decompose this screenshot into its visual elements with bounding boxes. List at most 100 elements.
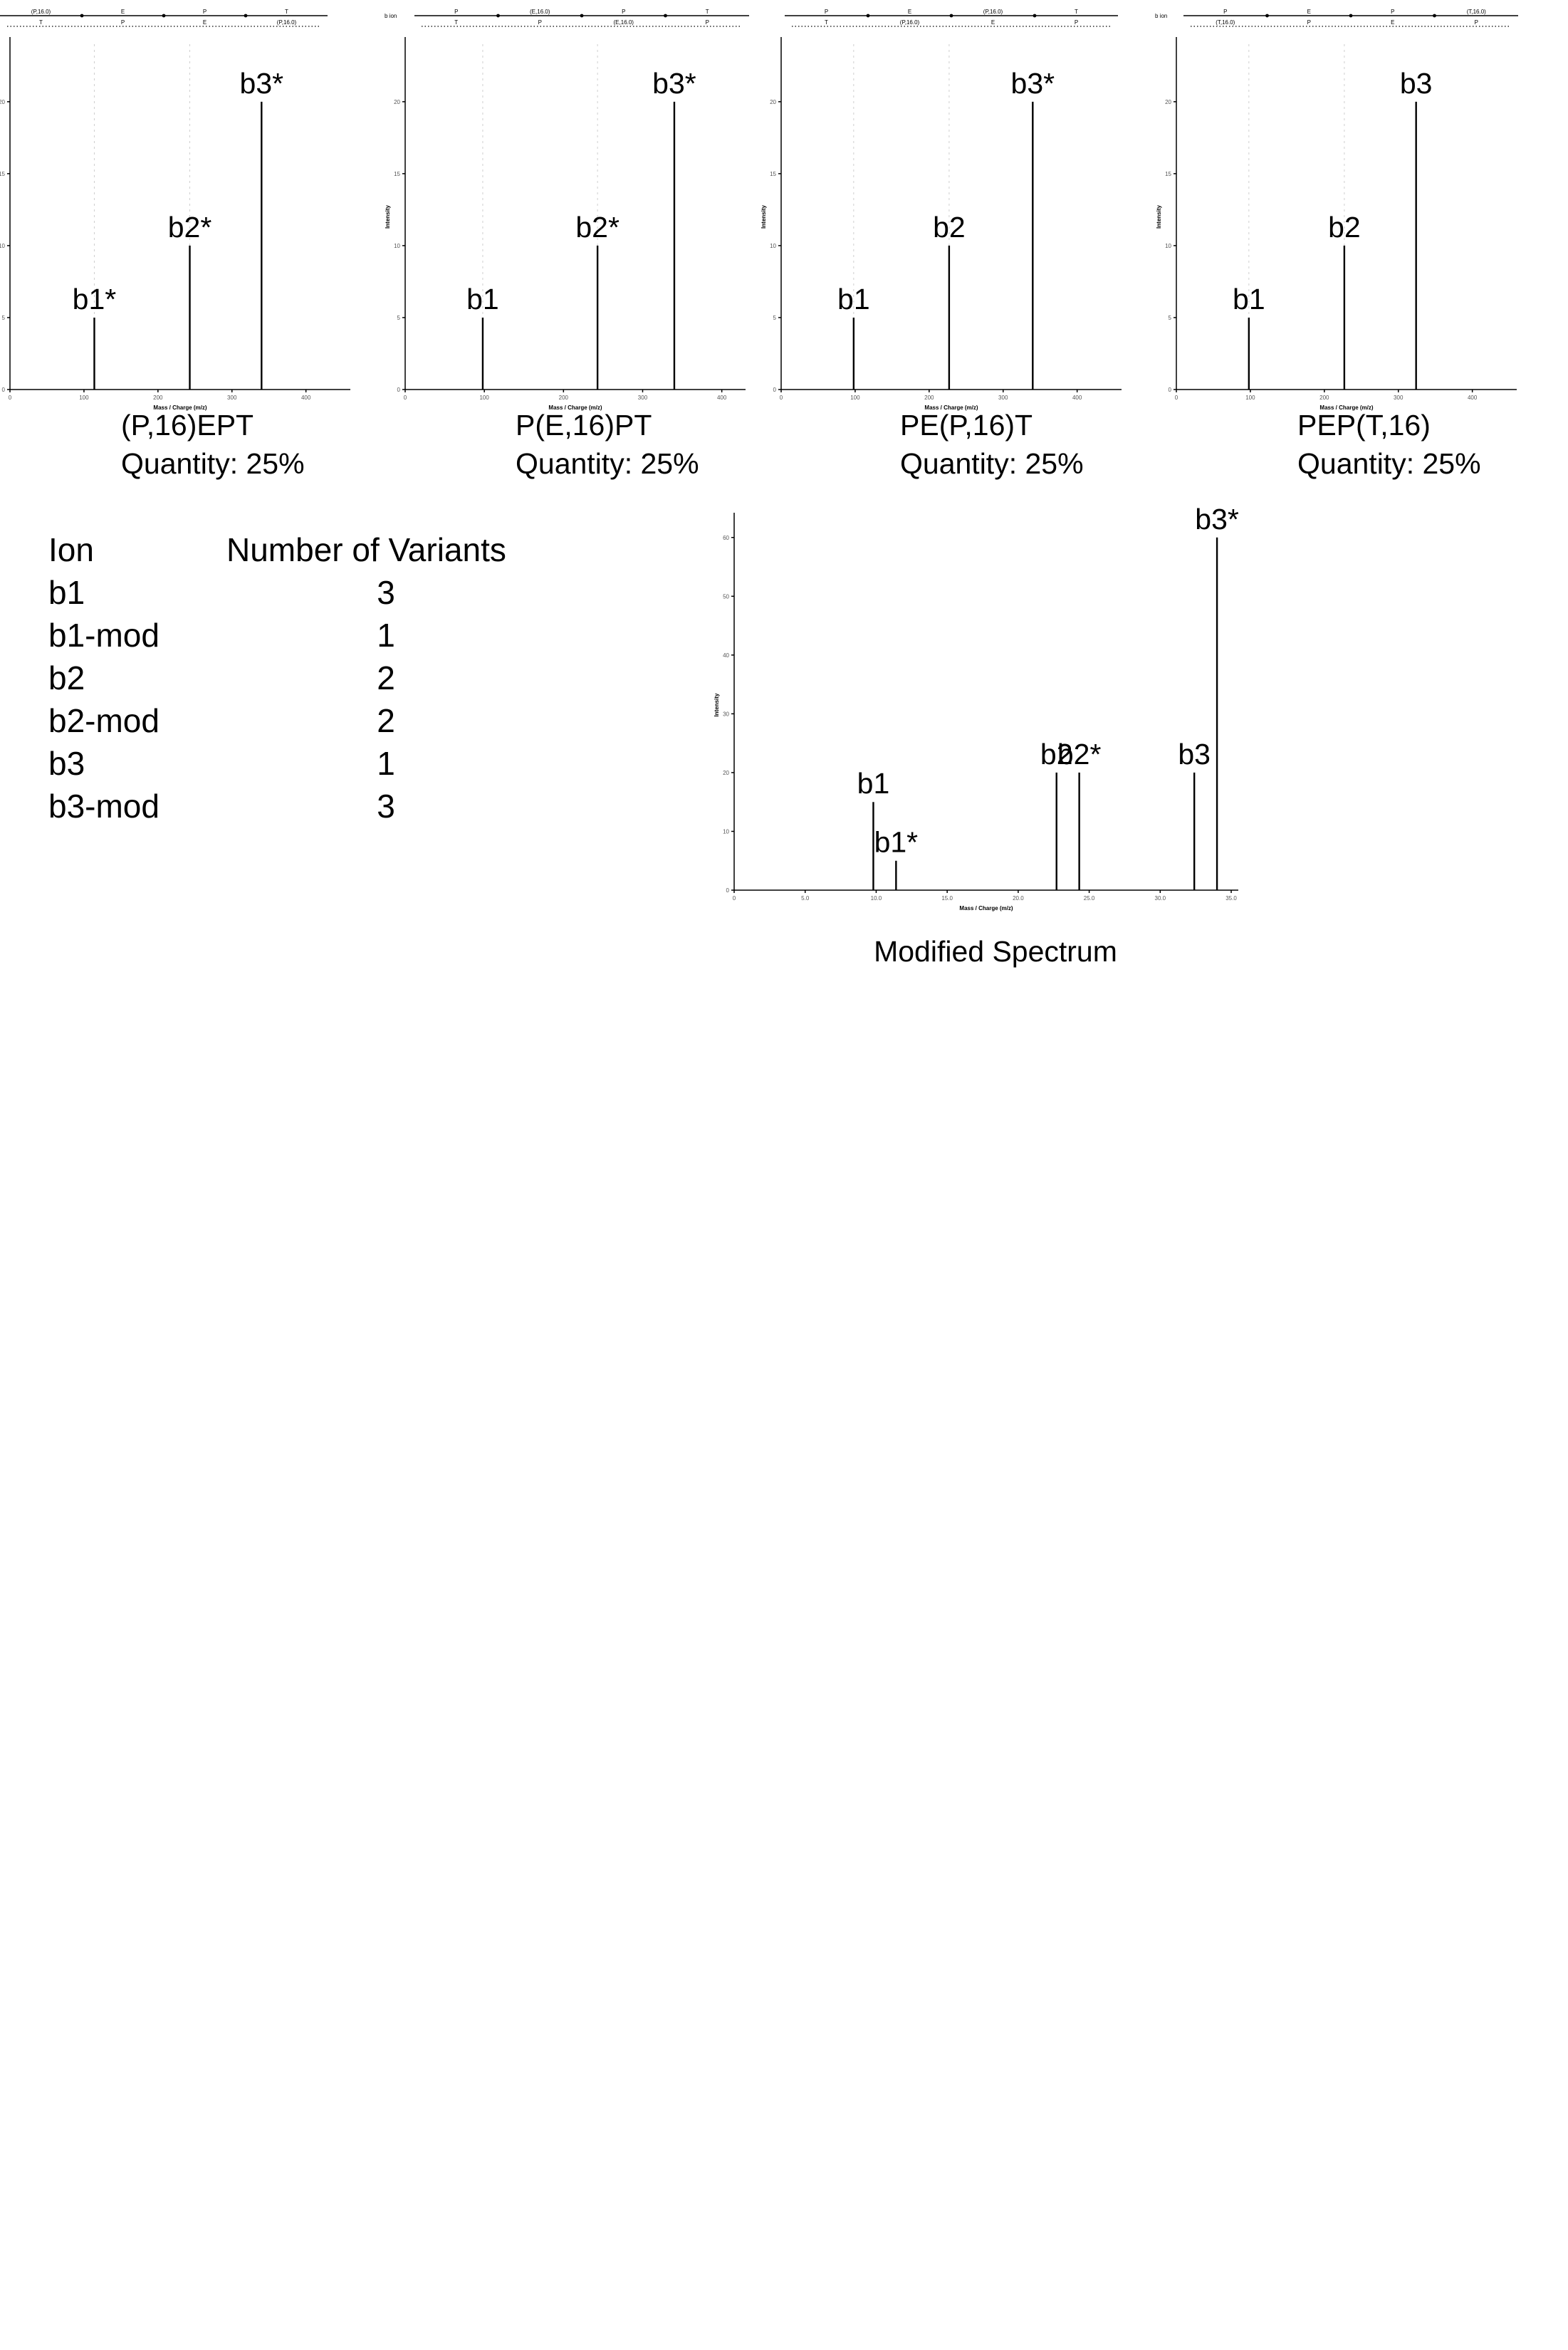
peak-label: b1	[1233, 283, 1265, 315]
y-tick-label: 50	[723, 593, 729, 600]
peptide-caption: (P,16)EPT	[121, 409, 254, 442]
cleavage-point	[496, 14, 500, 18]
y-tick-label: 20	[770, 99, 776, 105]
cleavage-point	[949, 14, 953, 18]
y-tick-label: 0	[726, 887, 730, 894]
table-cell-count: 3	[377, 574, 395, 611]
y-tick-label: 5	[2, 315, 6, 321]
sequence-residue: (P,16.0)	[31, 9, 51, 15]
x-tick-label: 200	[559, 395, 569, 401]
sequence-residue-reverse: T	[454, 19, 458, 26]
peak-label: b1	[466, 283, 499, 315]
x-axis-label: Mass / Charge (m/z)	[924, 404, 978, 411]
sequence-residue-reverse: T	[825, 19, 828, 26]
sequence-residue-reverse: T	[39, 19, 43, 26]
sequence-residue: E	[121, 9, 125, 15]
sequence-residue: P	[825, 9, 828, 15]
x-tick-label: 300	[227, 395, 237, 401]
sequence-residue-reverse: P	[1307, 19, 1311, 26]
peak-label: b2	[1328, 211, 1361, 244]
peptide-caption: PE(P,16)T	[900, 409, 1033, 442]
y-axis-label: Intensity	[1156, 205, 1162, 229]
sequence-residue: T	[1075, 9, 1078, 15]
y-tick-label: 5	[1169, 315, 1172, 321]
y-tick-label: 0	[397, 387, 401, 393]
ion-type-tag: b ion	[1155, 13, 1167, 19]
cleavage-point	[1349, 14, 1353, 18]
x-axis-label: Mass / Charge (m/z)	[1319, 404, 1373, 411]
sequence-residue-reverse: P	[1475, 19, 1478, 26]
x-tick-label: 200	[924, 395, 934, 401]
x-tick-label: 0	[780, 395, 783, 401]
table-cell-count: 1	[377, 745, 395, 782]
x-tick-label: 5.0	[801, 895, 810, 902]
y-axis-label: Intensity	[385, 205, 391, 229]
peak-label: b3*	[1011, 67, 1055, 100]
sequence-residue-reverse: E	[203, 19, 207, 26]
table-header-variants: Number of Variants	[226, 531, 506, 568]
x-tick-label: 0	[404, 395, 407, 401]
sequence-residue: (E,16.0)	[530, 9, 550, 15]
x-tick-label: 200	[1319, 395, 1329, 401]
x-tick-label: 100	[1245, 395, 1255, 401]
y-tick-label: 10	[770, 243, 776, 249]
x-tick-label: 400	[1468, 395, 1478, 401]
spectrum-panel-1: (P,16.0) E P TT P E (P,16.0) 0 100 200 300 4000510…	[0, 9, 350, 480]
y-tick-label: 20	[1165, 99, 1171, 105]
x-tick-label: 100	[79, 395, 89, 401]
sequence-residue-reverse: E	[1391, 19, 1394, 26]
y-tick-label: 30	[723, 711, 729, 717]
spectrum-panel-2: P (E,16.0) P TT P (E,16.0) Pb ion 0 100 200 300 40…	[385, 9, 749, 480]
cleavage-point	[1033, 14, 1037, 18]
x-tick-label: 0	[9, 395, 12, 401]
y-tick-label: 20	[394, 99, 400, 105]
x-tick-label: 0	[733, 895, 736, 902]
sequence-residue: P	[203, 9, 207, 15]
peak-label: b3*	[1195, 503, 1239, 536]
peak-label: b2*	[168, 211, 212, 244]
modified-spectrum-panel: 0 5.0 10.0 15.0 20.0 25.0 30.0 35.0 0 10 20 30 40 50 6…	[714, 503, 1239, 968]
x-tick-label: 300	[638, 395, 648, 401]
x-axis-label: Mass / Charge (m/z)	[548, 404, 602, 411]
x-tick-label: 400	[717, 395, 727, 401]
sequence-residue-reverse: (T,16.0)	[1216, 19, 1235, 26]
cleavage-point	[664, 14, 667, 18]
table-row: b1 3	[48, 574, 395, 611]
table-cell-ion: b3-mod	[48, 788, 160, 825]
y-tick-label: 15	[394, 171, 400, 177]
sequence-residue-reverse: P	[538, 19, 542, 26]
table-cell-ion: b2-mod	[48, 702, 160, 739]
y-tick-label: 15	[770, 171, 776, 177]
table-cell-count: 2	[377, 702, 395, 739]
quantity-caption: Quantity: 25%	[1297, 447, 1481, 480]
peak-label: b1*	[874, 826, 919, 859]
quantity-caption: Quantity: 25%	[516, 447, 699, 480]
sequence-residue-reverse: P	[1075, 19, 1078, 26]
sequence-residue: (T,16.0)	[1467, 9, 1486, 15]
peak-label: b3	[1178, 738, 1211, 771]
peak-label: b3	[1400, 67, 1433, 100]
x-tick-label: 25.0	[1084, 895, 1095, 902]
sequence-residue-reverse: (P,16.0)	[900, 19, 920, 26]
sequence-residue-reverse: (P,16.0)	[277, 19, 297, 26]
x-axis-label: Mass / Charge (m/z)	[959, 905, 1013, 912]
x-tick-label: 15.0	[941, 895, 953, 902]
peak-label: b3*	[652, 67, 696, 100]
y-tick-label: 15	[0, 171, 6, 177]
y-tick-label: 10	[394, 243, 400, 249]
sequence-residue-reverse: E	[991, 19, 995, 26]
x-tick-label: 0	[1175, 395, 1178, 401]
x-tick-label: 200	[153, 395, 163, 401]
y-tick-label: 10	[723, 828, 729, 835]
table-cell-count: 2	[377, 659, 395, 696]
x-tick-label: 400	[301, 395, 311, 401]
peptide-caption: PEP(T,16)	[1297, 409, 1431, 442]
peak-label: b1*	[73, 283, 117, 315]
y-tick-label: 0	[2, 387, 6, 393]
cleavage-point	[580, 14, 584, 18]
x-tick-label: 400	[1072, 395, 1082, 401]
sequence-residue-reverse: P	[121, 19, 125, 26]
table-row: b3 1	[48, 745, 395, 782]
x-tick-label: 300	[998, 395, 1008, 401]
